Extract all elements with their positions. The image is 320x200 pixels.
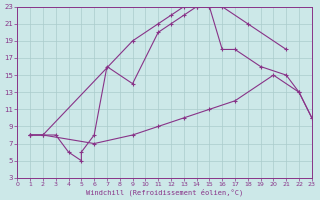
X-axis label: Windchill (Refroidissement éolien,°C): Windchill (Refroidissement éolien,°C) <box>86 188 243 196</box>
